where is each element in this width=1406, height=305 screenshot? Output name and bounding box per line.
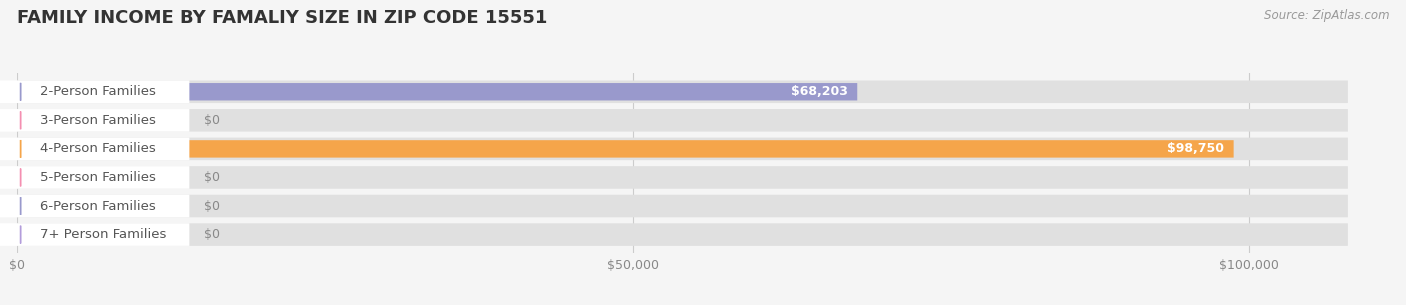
Text: $0: $0 [204, 171, 221, 184]
Text: $0: $0 [204, 199, 221, 213]
Text: $68,203: $68,203 [790, 85, 848, 98]
FancyBboxPatch shape [0, 195, 190, 217]
FancyBboxPatch shape [0, 109, 190, 132]
Text: 7+ Person Families: 7+ Person Families [41, 228, 167, 241]
FancyBboxPatch shape [17, 81, 1348, 103]
FancyBboxPatch shape [0, 223, 190, 246]
FancyBboxPatch shape [17, 195, 1348, 217]
FancyBboxPatch shape [17, 138, 1348, 160]
FancyBboxPatch shape [17, 83, 858, 100]
Text: $98,750: $98,750 [1167, 142, 1223, 155]
Text: 3-Person Families: 3-Person Families [41, 114, 156, 127]
Text: 6-Person Families: 6-Person Families [41, 199, 156, 213]
FancyBboxPatch shape [0, 166, 190, 189]
Text: $0: $0 [204, 228, 221, 241]
FancyBboxPatch shape [0, 81, 190, 103]
FancyBboxPatch shape [17, 140, 1233, 158]
Text: $0: $0 [204, 114, 221, 127]
FancyBboxPatch shape [17, 223, 1348, 246]
Text: 5-Person Families: 5-Person Families [41, 171, 156, 184]
Text: 4-Person Families: 4-Person Families [41, 142, 156, 155]
Text: Source: ZipAtlas.com: Source: ZipAtlas.com [1264, 9, 1389, 22]
FancyBboxPatch shape [0, 138, 190, 160]
Text: FAMILY INCOME BY FAMALIY SIZE IN ZIP CODE 15551: FAMILY INCOME BY FAMALIY SIZE IN ZIP COD… [17, 9, 547, 27]
Text: 2-Person Families: 2-Person Families [41, 85, 156, 98]
FancyBboxPatch shape [17, 109, 1348, 132]
FancyBboxPatch shape [17, 166, 1348, 189]
